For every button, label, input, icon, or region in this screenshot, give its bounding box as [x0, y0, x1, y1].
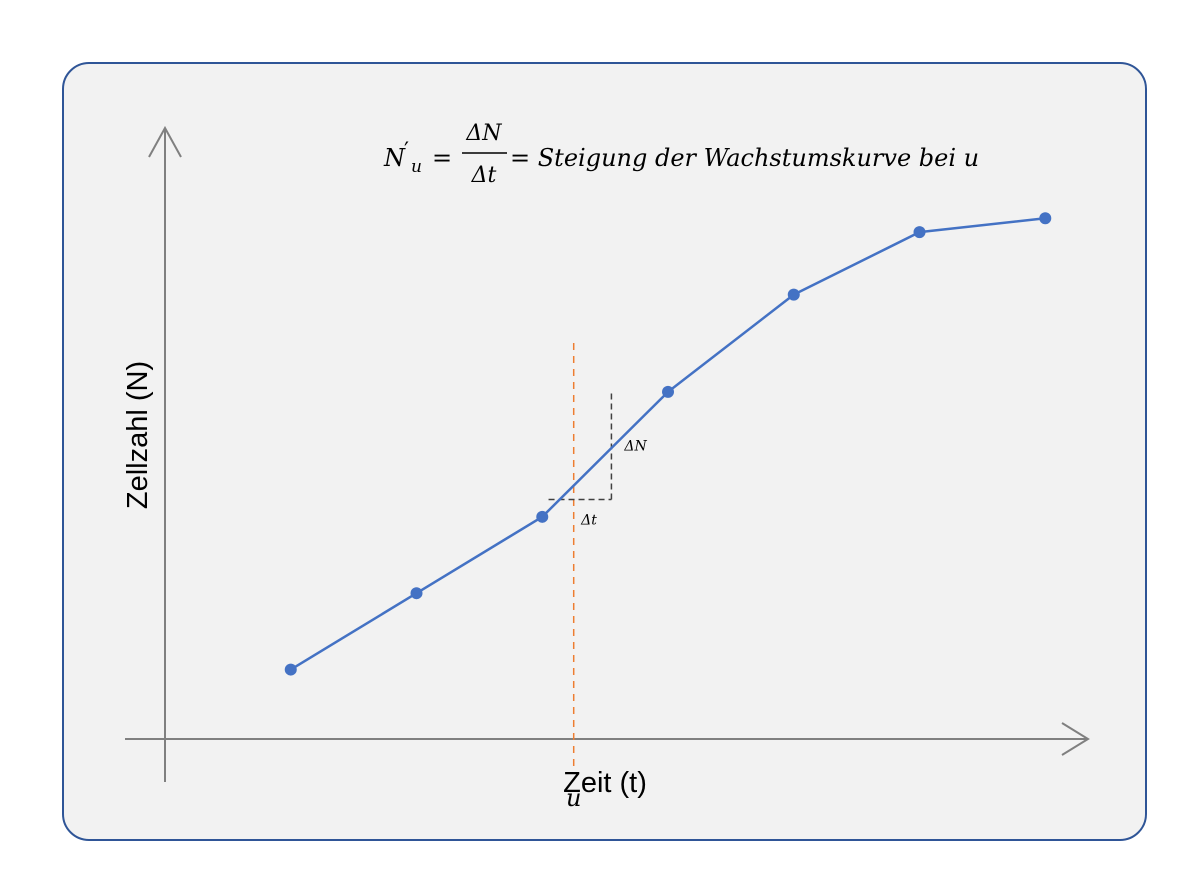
data-point-3 — [536, 510, 549, 523]
data-point-7 — [1039, 212, 1052, 225]
data-point-2 — [410, 587, 423, 600]
y-axis-label: Zellzahl (N) — [122, 361, 154, 509]
formula-lhs-base: N — [383, 144, 406, 172]
chart-panel — [62, 62, 1147, 841]
series-group — [284, 212, 1052, 676]
u-label: u — [566, 784, 581, 812]
slope-triangle-group: Δt ΔN — [548, 391, 648, 528]
data-point-4 — [662, 385, 675, 398]
formula-equals: = — [432, 144, 452, 172]
y-axis-arrowhead — [148, 125, 182, 158]
data-point-6 — [913, 226, 926, 239]
x-axis-arrowhead — [1061, 722, 1090, 756]
slope-formula: N ′ u = ΔN Δt = Steigung der Wachstumsku… — [383, 121, 979, 188]
delta-n-label: ΔN — [623, 439, 647, 455]
data-point-5 — [787, 288, 800, 301]
delta-t-label: Δt — [580, 512, 597, 528]
formula-lhs-prime: ′ — [404, 139, 409, 164]
x-axis-label: Zeit (t) — [563, 767, 647, 799]
u-marker-group: u — [566, 343, 581, 812]
formula-denominator: Δt — [471, 163, 497, 188]
formula-rhs: = Steigung der Wachstumskurve bei u — [510, 144, 979, 172]
formula-numerator: ΔN — [465, 121, 502, 146]
data-point-1 — [284, 663, 297, 676]
formula-lhs-subscript: u — [411, 157, 422, 177]
